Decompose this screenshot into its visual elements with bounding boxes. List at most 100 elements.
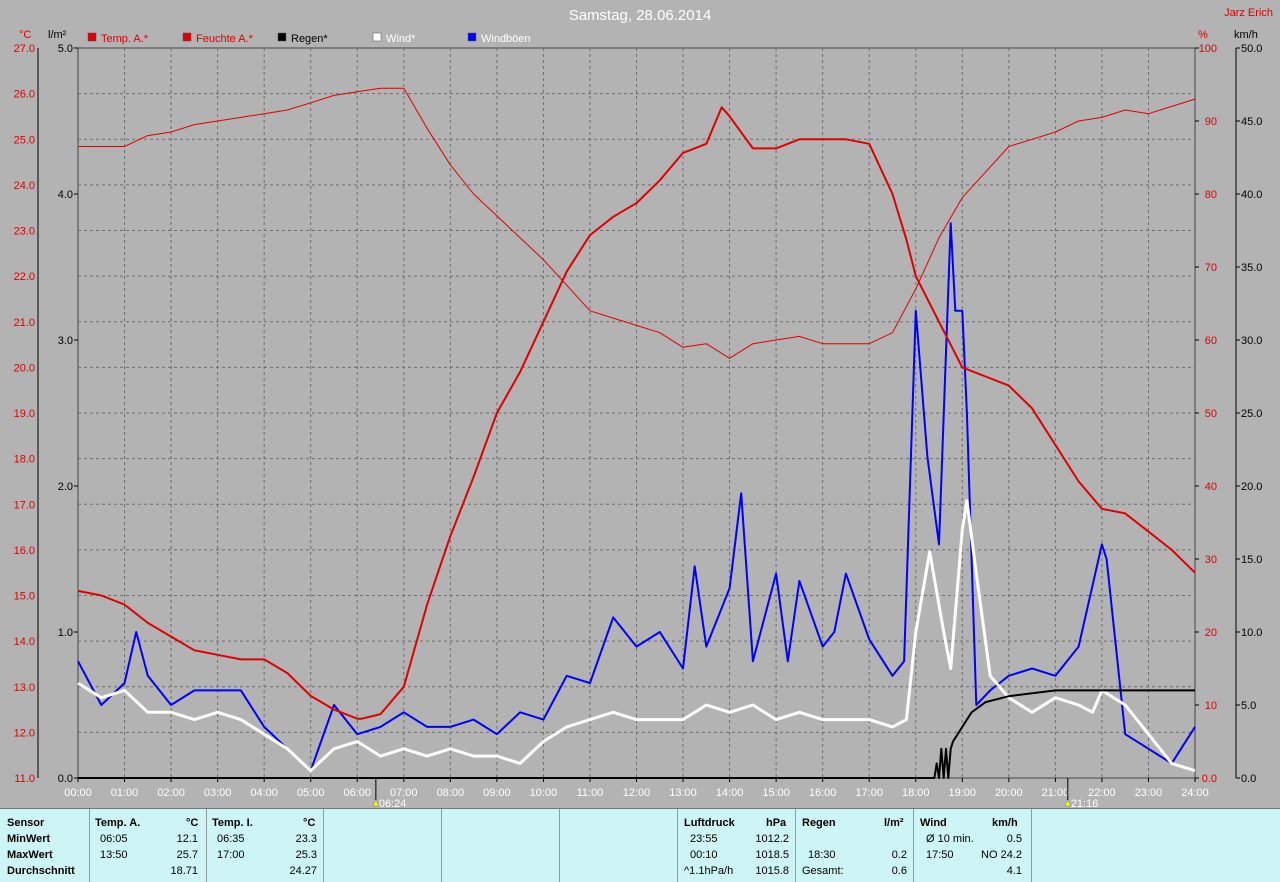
wind-tick-label: 40.0 <box>1241 189 1262 201</box>
pressure-max-value: 1018.5 <box>755 849 789 861</box>
x-tick-label: 20:00 <box>995 787 1023 799</box>
wind-tick-label: 45.0 <box>1241 116 1262 128</box>
legend-swatch <box>87 32 97 42</box>
wind-tick-label: 30.0 <box>1241 335 1262 347</box>
x-tick-label: 23:00 <box>1135 787 1163 799</box>
x-tick-label: 09:00 <box>483 787 511 799</box>
temp-a-max-time: 13:50 <box>100 849 128 861</box>
temp-unit-label: °C <box>19 29 31 41</box>
x-tick-label: 16:00 <box>809 787 837 799</box>
legend-label: Feuchte A.* <box>196 33 254 45</box>
x-tick-label: 22:00 <box>1088 787 1116 799</box>
x-tick-label: 15:00 <box>762 787 790 799</box>
author-label: Jarz Erich <box>1224 7 1273 19</box>
hum-tick-label: 90 <box>1205 116 1217 128</box>
pressure-max-time: 00:10 <box>690 849 718 861</box>
legend: Temp. A.* Feuchte A.* Regen* Wind* Windböen <box>87 32 531 45</box>
rain-tick-label: 0.0 <box>58 773 73 785</box>
legend-label: Windböen <box>481 33 531 45</box>
x-tick-label: 14:00 <box>716 787 744 799</box>
temp-tick-label: 18.0 <box>14 454 35 466</box>
rain-tick-label: 1.0 <box>58 627 73 639</box>
sunset-icon <box>1064 799 1072 807</box>
x-tick-label: 03:00 <box>204 787 232 799</box>
hum-unit-label: % <box>1198 29 1208 41</box>
wind-tick-label: 5.0 <box>1241 700 1256 712</box>
temp-i-unit: °C <box>303 817 316 829</box>
temp-i-header: Temp. I. <box>212 817 253 829</box>
temp-tick-label: 17.0 <box>14 499 35 511</box>
x-tick-label: 13:00 <box>669 787 697 799</box>
legend-swatch <box>372 32 382 42</box>
rain-max-value: 0.2 <box>891 849 907 861</box>
divider <box>89 809 90 882</box>
rain-tick-label: 3.0 <box>58 335 73 347</box>
wind-unit: km/h <box>992 817 1018 829</box>
legend-label: Temp. A.* <box>101 33 149 45</box>
wind-header: Wind <box>920 817 947 829</box>
rain-unit: l/m² <box>884 817 904 829</box>
temp-tick-label: 23.0 <box>14 226 35 238</box>
grid <box>78 48 1195 778</box>
weather-chart: 00:00 01:00 02:00 03:00 04:00 05:00 06:00 07:00… <box>14 7 1273 808</box>
wind-max-value: NO 24.2 <box>981 849 1022 861</box>
x-tick-label: 00:00 <box>64 787 92 799</box>
temp-a-header: Temp. A. <box>95 817 141 829</box>
divider <box>913 809 914 882</box>
max-row-label: MaxWert <box>7 849 53 861</box>
series-group <box>77 87 1196 779</box>
hum-tick-label: 30 <box>1205 554 1217 566</box>
divider <box>559 809 560 882</box>
wind-tick-label: 15.0 <box>1241 554 1262 566</box>
temp-tick-label: 15.0 <box>14 591 35 603</box>
x-tick-label: 12:00 <box>623 787 651 799</box>
pressure-min-value: 1012.2 <box>755 833 789 845</box>
wind-avg10-label: Ø 10 min. <box>926 833 974 845</box>
temp-tick-label: 22.0 <box>14 271 35 283</box>
series-line-wind <box>77 499 1196 773</box>
x-tick-label: 02:00 <box>157 787 185 799</box>
x-tick-label: 11:00 <box>577 787 604 799</box>
pressure-avg-value: 1015.8 <box>755 865 789 877</box>
rain-header: Regen <box>802 817 836 829</box>
rain-total-label: Gesamt: <box>802 865 844 877</box>
temp-tick-label: 20.0 <box>14 362 35 374</box>
temp-tick-label: 11.0 <box>14 773 35 785</box>
x-tick-label: 01:00 <box>111 787 139 799</box>
statistics-panel: Sensor MinWert MaxWert Durchschnitt Temp… <box>0 808 1280 882</box>
hum-tick-label: 20 <box>1205 627 1217 639</box>
temp-tick-label: 12.0 <box>14 727 35 739</box>
pressure-trend: ^1.1hPa/h <box>684 865 734 877</box>
temp-i-min-time: 06:35 <box>217 833 245 845</box>
wind-max-time: 17:50 <box>926 849 954 861</box>
wind-tick-label: 20.0 <box>1241 481 1262 493</box>
wind-unit-label: km/h <box>1234 29 1258 41</box>
divider <box>323 809 324 882</box>
wind-tick-label: 25.0 <box>1241 408 1262 420</box>
temp-i-max-value: 25.3 <box>295 849 317 861</box>
series-line-feuchte-a <box>78 87 1196 359</box>
hum-tick-label: 40 <box>1205 481 1217 493</box>
avg-row-label: Durchschnitt <box>7 865 75 877</box>
divider <box>441 809 442 882</box>
x-tick-label: 18:00 <box>902 787 930 799</box>
temp-i-max-time: 17:00 <box>217 849 245 861</box>
temp-tick-label: 25.0 <box>14 134 35 146</box>
temp-i-min-value: 23.3 <box>295 833 317 845</box>
sunset-time-label: 21:16 <box>1071 798 1099 808</box>
temp-a-max-value: 25.7 <box>176 849 198 861</box>
wind-avg-value: 4.1 <box>1006 865 1022 877</box>
x-tick-label: 10:00 <box>530 787 558 799</box>
x-tick-label: 21:00 <box>1042 787 1070 799</box>
wind-min-value: 0.5 <box>1006 833 1022 845</box>
pressure-min-time: 23:55 <box>690 833 718 845</box>
rain-max-time: 18:30 <box>808 849 836 861</box>
wind-tick-label: 0.0 <box>1241 773 1256 785</box>
wind-tick-label: 10.0 <box>1241 627 1262 639</box>
legend-swatch <box>182 32 192 42</box>
temp-tick-label: 27.0 <box>14 43 35 55</box>
x-tick-label: 06:00 <box>343 787 371 799</box>
hum-tick-label: 50 <box>1205 408 1217 420</box>
rain-unit-label: l/m² <box>48 29 67 41</box>
legend-label: Wind* <box>386 33 416 45</box>
